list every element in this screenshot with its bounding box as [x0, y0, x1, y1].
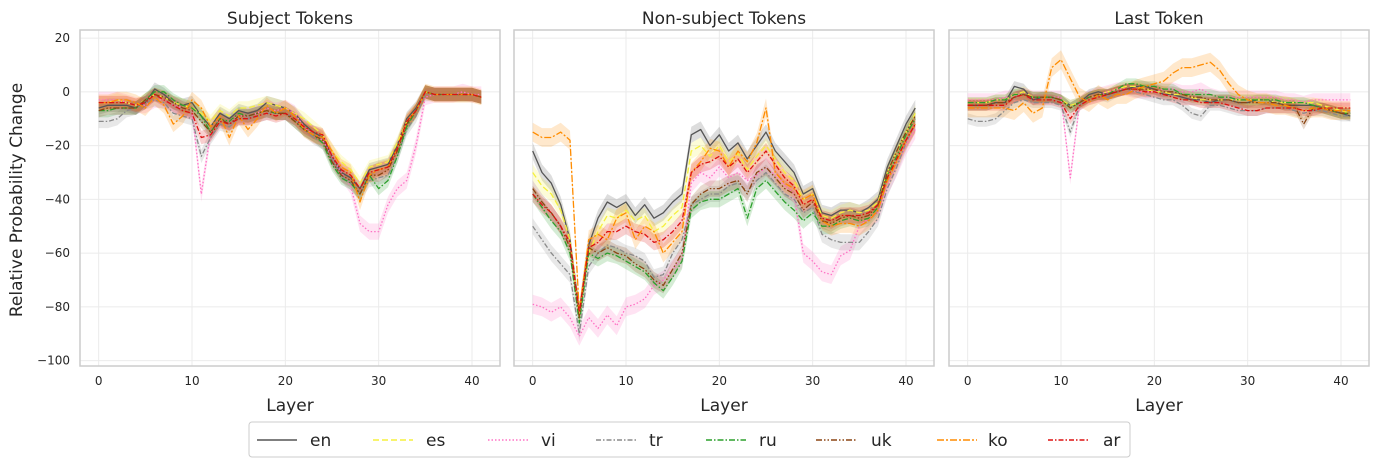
panel-frame [513, 29, 935, 367]
band-tr [967, 83, 1351, 138]
series-line-ar [532, 123, 916, 313]
band-uk [967, 83, 1351, 130]
band-es [532, 105, 916, 323]
panel-title: Non-subject Tokens [642, 9, 806, 29]
series-line-ko [532, 107, 916, 313]
legend-entry-en: en [257, 431, 331, 451]
y-tick-label: 20 [55, 31, 70, 45]
x-tick-label: 10 [1053, 374, 1068, 388]
x-tick-label: 0 [964, 374, 972, 388]
series-line-uk [98, 91, 482, 195]
panel-frame [948, 29, 1370, 367]
panel-last-token: Last Token 0 10 20 30 40 Layer [948, 9, 1370, 416]
x-axis-label: Layer [700, 396, 747, 416]
legend-label: en [310, 431, 331, 451]
legend: en es vi tr ru uk ko ar [248, 421, 1131, 458]
x-tick-label: 20 [712, 374, 727, 388]
legend-label: ru [759, 431, 777, 451]
series-line-en [98, 88, 482, 190]
x-tick-label: 10 [184, 374, 199, 388]
band-vi [98, 83, 482, 240]
x-tick-label: 40 [1333, 374, 1348, 388]
x-tick-label: 20 [278, 374, 293, 388]
y-axis-label: Relative Probability Change [7, 83, 27, 317]
panel-subject-tokens: Subject Tokens 0 10 20 30 40 20 0 −20 −40 −60 −80 −… [37, 9, 501, 416]
x-tick-label: 0 [529, 374, 537, 388]
x-tick-label: 10 [618, 374, 633, 388]
y-tick-label: 0 [62, 85, 70, 99]
y-tick-label: −100 [37, 354, 70, 368]
band-tr [98, 87, 482, 201]
band-ar [967, 83, 1351, 125]
x-axis-label: Layer [266, 396, 313, 416]
legend-label: ar [1103, 431, 1120, 451]
panel-frame [79, 29, 501, 367]
legend-label: es [426, 431, 445, 451]
band-ru [532, 110, 916, 332]
x-axis-label: Layer [1135, 396, 1182, 416]
panel-title: Last Token [1114, 9, 1203, 29]
x-tick-label: 0 [95, 374, 103, 388]
x-tick-label: 30 [805, 374, 820, 388]
y-tick-label: −60 [45, 246, 70, 260]
band-ko [98, 83, 482, 211]
x-tick-label: 30 [371, 374, 386, 388]
series-line-ar [967, 88, 1351, 120]
series-line-es [532, 113, 916, 316]
legend-entry-ko: ko [937, 431, 1008, 451]
panel-title: Subject Tokens [227, 9, 353, 29]
x-tick-label: 40 [898, 374, 913, 388]
x-tick-label: 20 [1147, 374, 1162, 388]
legend-label: vi [541, 431, 556, 451]
series-line-vi [967, 88, 1351, 179]
band-ko [967, 50, 1351, 123]
band-vi [532, 120, 916, 346]
plot-background [949, 30, 1369, 366]
x-tick-label: 40 [464, 374, 479, 388]
y-tick-label: −40 [45, 192, 70, 206]
y-tick-label: −20 [45, 139, 70, 153]
legend-entry-tr: tr [596, 431, 663, 451]
series-line-ru [532, 118, 916, 324]
legend-entry-vi: vi [488, 431, 556, 451]
panel-non-subject-tokens: Non-subject Tokens 0 10 20 30 40 Layer [513, 9, 935, 416]
legend-frame [248, 421, 1131, 458]
series-line-uk [532, 115, 916, 319]
x-tick-label: 30 [1240, 374, 1255, 388]
legend-entry-ru: ru [706, 431, 777, 451]
legend-entry-ar: ar [1048, 431, 1120, 451]
plot-background [514, 30, 934, 366]
series-line-ru [967, 83, 1351, 114]
legend-label: uk [871, 431, 892, 451]
legend-label: tr [649, 431, 663, 451]
series-line-vi [532, 129, 916, 338]
series-line-ko [967, 58, 1351, 114]
band-ar [532, 116, 916, 321]
series-line-ar [98, 91, 482, 190]
series-line-tr [532, 123, 916, 335]
legend-entry-uk: uk [816, 431, 892, 451]
band-es [98, 85, 482, 190]
legend-entry-es: es [373, 431, 445, 451]
band-vi [967, 82, 1351, 185]
legend-label: ko [988, 431, 1008, 451]
plot-background [80, 30, 500, 366]
y-tick-label: −80 [45, 300, 70, 314]
